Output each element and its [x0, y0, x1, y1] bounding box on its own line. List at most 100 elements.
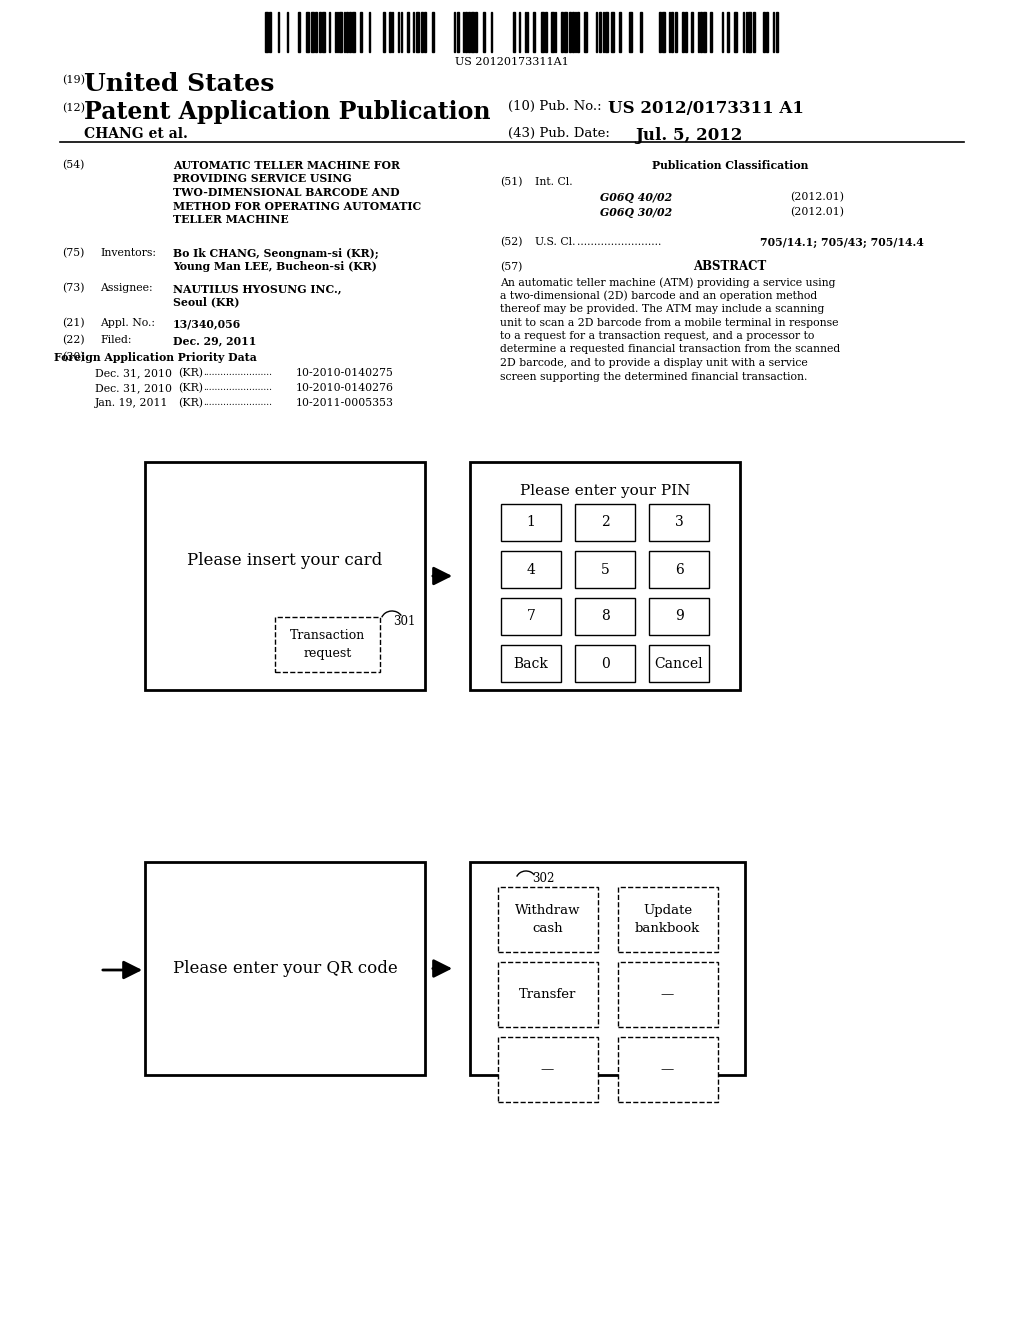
Bar	[346, 12, 348, 51]
Text: An automatic teller machine (ATM) providing a service using: An automatic teller machine (ATM) provid…	[500, 277, 836, 288]
Text: (22): (22)	[62, 335, 85, 346]
Text: (75): (75)	[62, 248, 84, 259]
Text: Jul. 5, 2012: Jul. 5, 2012	[635, 127, 742, 144]
Text: (73): (73)	[62, 282, 85, 293]
Bar	[498, 887, 597, 952]
Bar	[617, 887, 718, 952]
Bar	[748, 12, 751, 51]
Text: Jan. 19, 2011: Jan. 19, 2011	[95, 399, 169, 408]
Bar	[383, 12, 385, 51]
Bar	[617, 962, 718, 1027]
Bar	[599, 12, 601, 51]
Text: (21): (21)	[62, 318, 85, 329]
Text: G06Q 30/02: G06Q 30/02	[600, 207, 672, 218]
Text: PROVIDING SERVICE USING: PROVIDING SERVICE USING	[173, 173, 352, 185]
Text: unit to scan a 2D barcode from a mobile terminal in response: unit to scan a 2D barcode from a mobile …	[500, 318, 839, 327]
Text: Update
bankbook: Update bankbook	[635, 904, 700, 935]
Text: METHOD FOR OPERATING AUTOMATIC: METHOD FOR OPERATING AUTOMATIC	[173, 201, 421, 211]
Bar	[575, 645, 635, 682]
Bar	[662, 12, 665, 51]
Bar	[575, 598, 635, 635]
Text: TELLER MACHINE: TELLER MACHINE	[173, 214, 289, 224]
Bar	[501, 598, 561, 635]
Bar	[311, 12, 314, 51]
Text: United States: United States	[84, 73, 274, 96]
Bar	[671, 12, 673, 51]
Bar	[569, 12, 571, 51]
Bar	[513, 12, 515, 51]
Bar	[421, 12, 423, 51]
Text: Seoul (KR): Seoul (KR)	[173, 297, 240, 308]
Text: (43) Pub. Date:: (43) Pub. Date:	[508, 127, 610, 140]
Bar	[618, 12, 621, 51]
Text: 9: 9	[675, 610, 683, 623]
Text: 3: 3	[675, 516, 683, 529]
Text: .........................: .........................	[577, 238, 662, 247]
Text: Dec. 31, 2010: Dec. 31, 2010	[95, 368, 172, 378]
Text: Withdraw
cash: Withdraw cash	[515, 904, 581, 935]
Text: Please insert your card: Please insert your card	[187, 552, 383, 569]
Text: Cancel: Cancel	[654, 656, 703, 671]
Bar	[685, 12, 687, 51]
Bar	[145, 462, 425, 690]
Bar	[675, 12, 677, 51]
Text: a two-dimensional (2D) barcode and an operation method: a two-dimensional (2D) barcode and an op…	[500, 290, 817, 301]
Bar	[572, 12, 574, 51]
Bar	[349, 12, 351, 51]
Bar	[727, 12, 729, 51]
Text: 10-2010-0140276: 10-2010-0140276	[296, 383, 394, 393]
Text: U.S. Cl.: U.S. Cl.	[535, 238, 575, 247]
Bar	[470, 862, 745, 1074]
Bar	[352, 12, 355, 51]
Bar	[776, 12, 778, 51]
Bar	[306, 12, 309, 51]
Text: screen supporting the determined financial transaction.: screen supporting the determined financi…	[500, 371, 807, 381]
Text: 4: 4	[526, 562, 536, 577]
Text: ........................: ........................	[203, 383, 272, 392]
Bar	[577, 12, 579, 51]
Text: 1: 1	[526, 516, 536, 529]
Text: Transaction
request: Transaction request	[290, 630, 366, 660]
Bar	[575, 504, 635, 541]
Text: (KR): (KR)	[178, 368, 203, 379]
Bar	[584, 12, 587, 51]
Bar	[498, 962, 597, 1027]
Bar	[753, 12, 755, 51]
Text: US 2012/0173311 A1: US 2012/0173311 A1	[608, 100, 804, 117]
Text: Please enter your QR code: Please enter your QR code	[173, 960, 397, 977]
Text: NAUTILUS HYOSUNG INC.,: NAUTILUS HYOSUNG INC.,	[173, 282, 341, 294]
Text: 705/14.1; 705/43; 705/14.4: 705/14.1; 705/43; 705/14.4	[760, 238, 924, 248]
Bar	[649, 550, 709, 587]
Text: (30): (30)	[62, 352, 85, 362]
Bar	[700, 12, 702, 51]
Text: 13/340,056: 13/340,056	[173, 318, 242, 329]
Text: Assignee:: Assignee:	[100, 282, 153, 293]
Text: (2012.01): (2012.01)	[790, 191, 844, 202]
Bar	[265, 12, 268, 51]
Text: (12): (12)	[62, 103, 85, 114]
Bar	[575, 550, 635, 587]
Bar	[339, 12, 342, 51]
Bar	[682, 12, 684, 51]
Bar	[322, 12, 325, 51]
Text: ........................: ........................	[203, 368, 272, 378]
Bar	[734, 12, 737, 51]
Text: 2: 2	[601, 516, 609, 529]
Text: Dec. 29, 2011: Dec. 29, 2011	[173, 335, 256, 346]
Text: thereof may be provided. The ATM may include a scanning: thereof may be provided. The ATM may inc…	[500, 304, 824, 314]
Bar	[475, 12, 477, 51]
Bar	[465, 12, 467, 51]
Text: 0: 0	[601, 656, 609, 671]
Bar	[483, 12, 485, 51]
Text: 6: 6	[675, 562, 683, 577]
Text: (KR): (KR)	[178, 399, 203, 408]
Text: 8: 8	[601, 610, 609, 623]
Bar	[710, 12, 712, 51]
Text: (KR): (KR)	[178, 383, 203, 393]
Text: —: —	[660, 1063, 674, 1076]
Bar	[501, 550, 561, 587]
Bar	[315, 12, 317, 51]
Bar	[407, 12, 409, 51]
Bar	[498, 1038, 597, 1102]
Bar	[457, 12, 459, 51]
